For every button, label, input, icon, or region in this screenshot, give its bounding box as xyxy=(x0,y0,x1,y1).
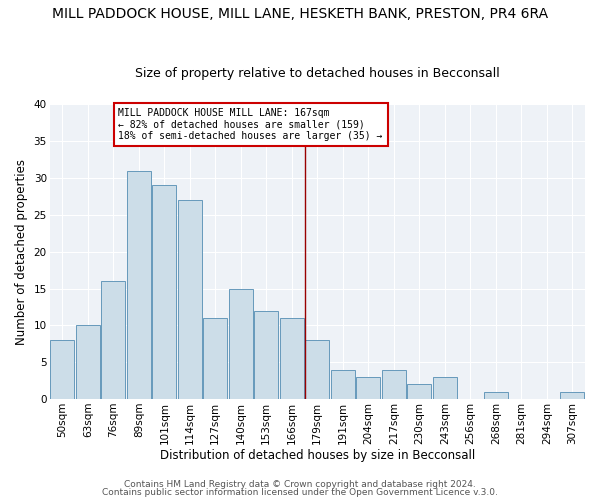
Text: MILL PADDOCK HOUSE MILL LANE: 167sqm
← 82% of detached houses are smaller (159)
: MILL PADDOCK HOUSE MILL LANE: 167sqm ← 8… xyxy=(118,108,383,141)
Bar xyxy=(203,318,227,399)
Bar xyxy=(382,370,406,399)
Text: Contains public sector information licensed under the Open Government Licence v.: Contains public sector information licen… xyxy=(102,488,498,497)
Title: Size of property relative to detached houses in Becconsall: Size of property relative to detached ho… xyxy=(135,66,500,80)
Bar xyxy=(484,392,508,399)
Bar xyxy=(101,281,125,399)
Bar xyxy=(254,310,278,399)
Bar xyxy=(152,186,176,399)
Bar xyxy=(305,340,329,399)
Bar xyxy=(280,318,304,399)
Bar xyxy=(560,392,584,399)
Bar xyxy=(433,377,457,399)
Text: Contains HM Land Registry data © Crown copyright and database right 2024.: Contains HM Land Registry data © Crown c… xyxy=(124,480,476,489)
Bar xyxy=(356,377,380,399)
Bar xyxy=(127,170,151,399)
X-axis label: Distribution of detached houses by size in Becconsall: Distribution of detached houses by size … xyxy=(160,450,475,462)
Bar xyxy=(50,340,74,399)
Y-axis label: Number of detached properties: Number of detached properties xyxy=(15,158,28,344)
Bar xyxy=(178,200,202,399)
Bar xyxy=(407,384,431,399)
Bar xyxy=(229,288,253,399)
Bar xyxy=(331,370,355,399)
Text: MILL PADDOCK HOUSE, MILL LANE, HESKETH BANK, PRESTON, PR4 6RA: MILL PADDOCK HOUSE, MILL LANE, HESKETH B… xyxy=(52,8,548,22)
Bar xyxy=(76,326,100,399)
